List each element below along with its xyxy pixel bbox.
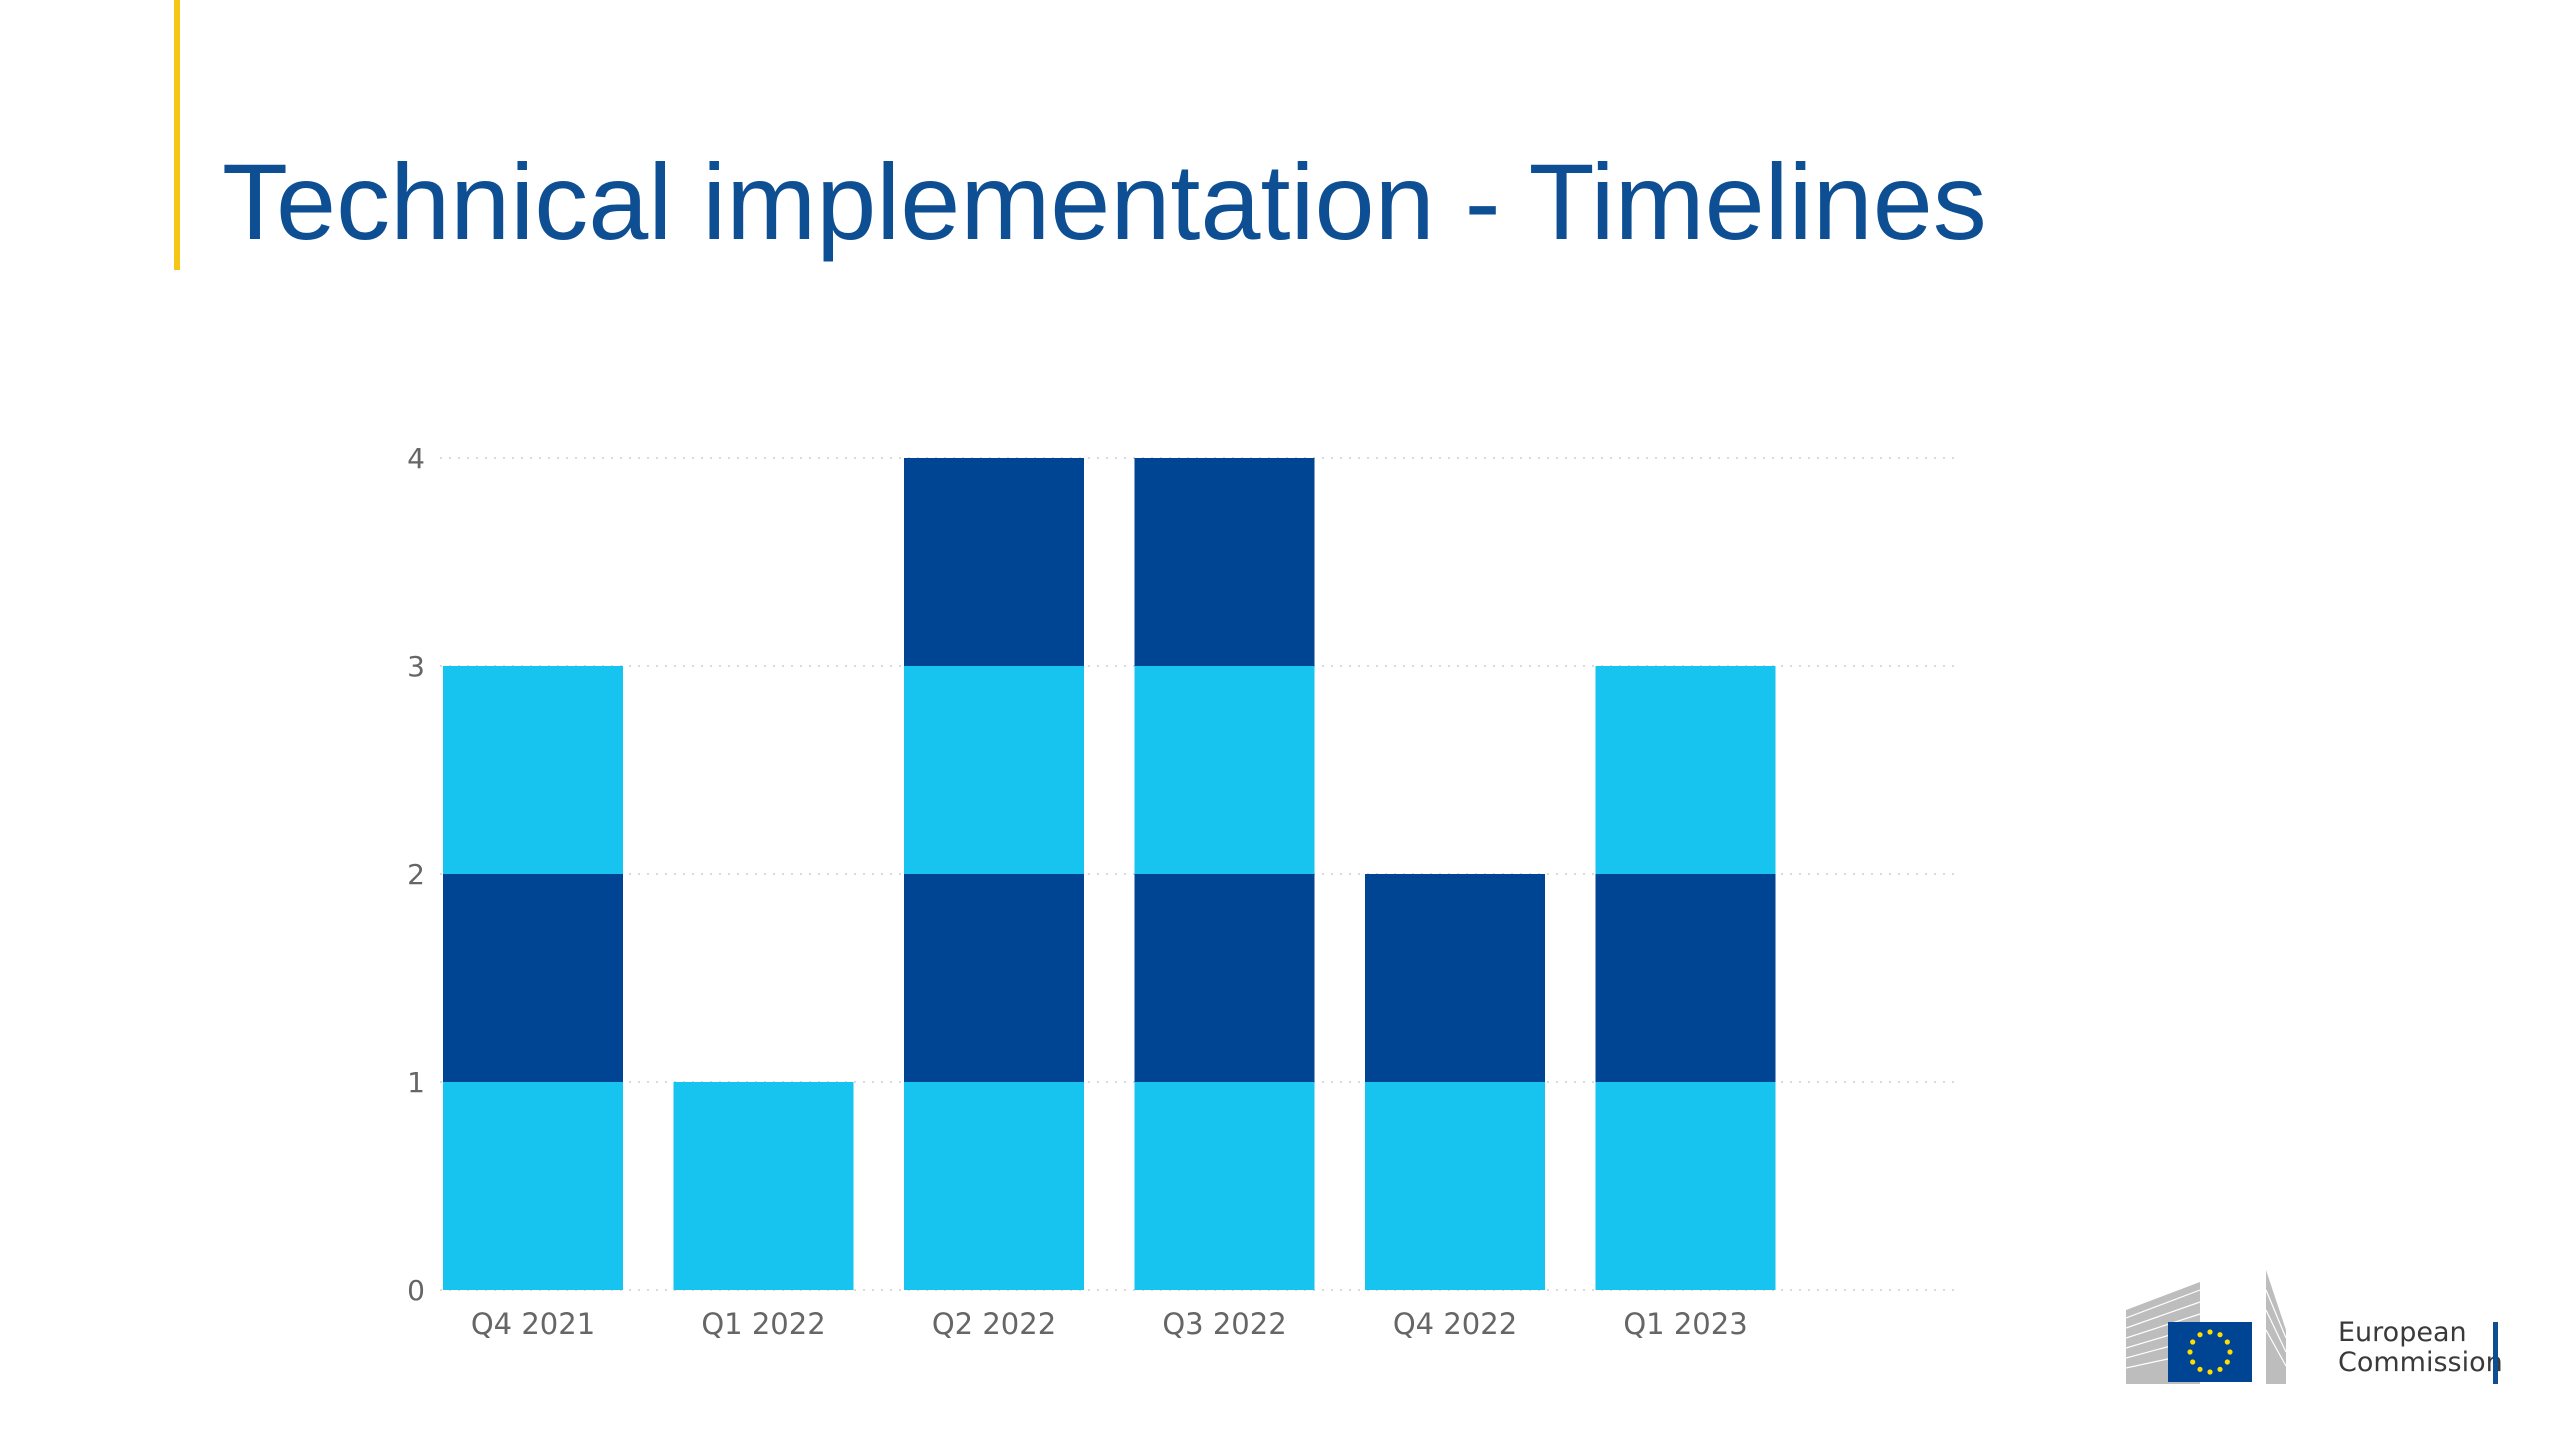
logo-text-line2: Commission	[2338, 1347, 2503, 1378]
bar-segment	[1365, 1082, 1545, 1290]
logo-text-line1: European	[2338, 1317, 2467, 1348]
eu-star	[2224, 1359, 2230, 1365]
bar-segment	[443, 1082, 623, 1290]
eu-star	[2224, 1339, 2230, 1345]
eu-stars-icon	[2187, 1329, 2233, 1375]
eu-star	[2190, 1339, 2196, 1345]
y-tick-label: 2	[407, 858, 425, 891]
bar-segment	[1134, 458, 1315, 666]
x-tick-label: Q4 2021	[471, 1307, 595, 1341]
y-tick-label: 3	[407, 650, 425, 683]
logo-rule	[2493, 1322, 2498, 1384]
bar-segment	[443, 874, 623, 1082]
x-tick-label: Q1 2022	[701, 1307, 825, 1341]
bar-segment	[1134, 874, 1315, 1082]
y-tick-label: 4	[407, 442, 425, 475]
bar-segment	[1365, 874, 1545, 1082]
european-commission-logo	[2126, 1270, 2287, 1384]
x-tick-label: Q3 2022	[1162, 1307, 1286, 1341]
bar-segment	[1134, 1082, 1315, 1290]
bar-segment	[443, 666, 623, 874]
x-tick-label: Q2 2022	[932, 1307, 1056, 1341]
x-tick-label: Q4 2022	[1393, 1307, 1517, 1341]
bar-segment	[904, 458, 1084, 666]
logo-text: European Commission	[2338, 1318, 2503, 1378]
title-accent-bar	[174, 0, 180, 270]
eu-star	[2217, 1332, 2223, 1338]
bar-segment	[673, 1082, 854, 1290]
eu-star	[2207, 1329, 2213, 1335]
eu-star	[2197, 1332, 2203, 1338]
eu-star	[2190, 1359, 2196, 1365]
x-tick-label: Q1 2023	[1623, 1307, 1747, 1341]
eu-star	[2217, 1366, 2223, 1372]
bar-segment	[904, 666, 1084, 874]
bar-segment	[1134, 666, 1315, 874]
slide-title: Technical implementation - Timelines	[222, 141, 1987, 262]
bar-segment	[1595, 874, 1776, 1082]
eu-star	[2227, 1349, 2233, 1355]
bar-segment	[904, 874, 1084, 1082]
bar-segment	[1595, 666, 1776, 874]
eu-star	[2197, 1366, 2203, 1372]
eu-star	[2207, 1369, 2213, 1375]
y-tick-label: 0	[407, 1274, 425, 1307]
eu-star	[2187, 1349, 2193, 1355]
y-tick-label: 1	[407, 1066, 425, 1099]
bar-segment	[1595, 1082, 1776, 1290]
bar-segment	[904, 1082, 1084, 1290]
